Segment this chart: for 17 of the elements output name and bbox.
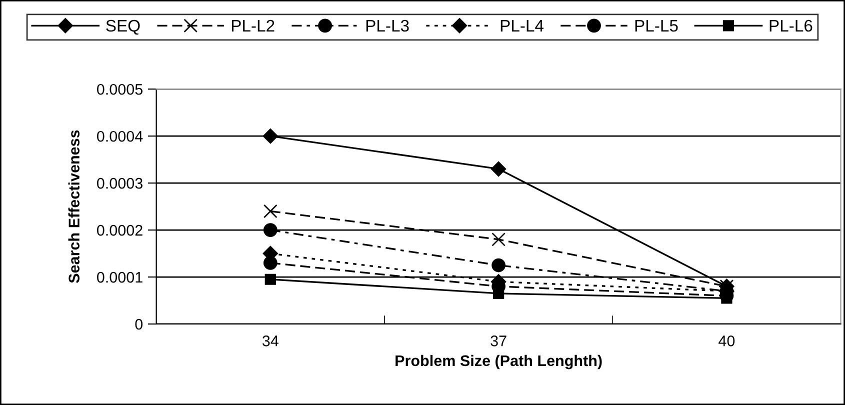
y-tick-label: 0.0004 — [97, 130, 143, 142]
x-tick-label: 34 — [262, 336, 278, 346]
y-tick-label: 0.0001 — [97, 272, 142, 283]
legend-label: SEQ — [106, 20, 140, 35]
legend-label: PL-L4 — [500, 20, 544, 32]
x-tick-label: 37 — [490, 336, 506, 346]
legend-label: PL-L6 — [770, 20, 812, 32]
x-axis-title: Problem Size (Path Lenghth) — [396, 354, 602, 370]
legend-label: PL-L3 — [366, 20, 409, 32]
y-tick-label: 0 — [135, 318, 143, 330]
y-tick-label: 0.0002 — [97, 224, 142, 236]
y-axis-title: Search Effectiveness — [68, 130, 80, 283]
x-tick-label: 40 — [718, 336, 735, 346]
y-tick-label: 0.0003 — [97, 178, 142, 189]
legend-label: PL-L5 — [635, 20, 678, 32]
legend-label: PL-L2 — [232, 20, 274, 32]
y-tick-label: 0.0005 — [97, 84, 142, 95]
